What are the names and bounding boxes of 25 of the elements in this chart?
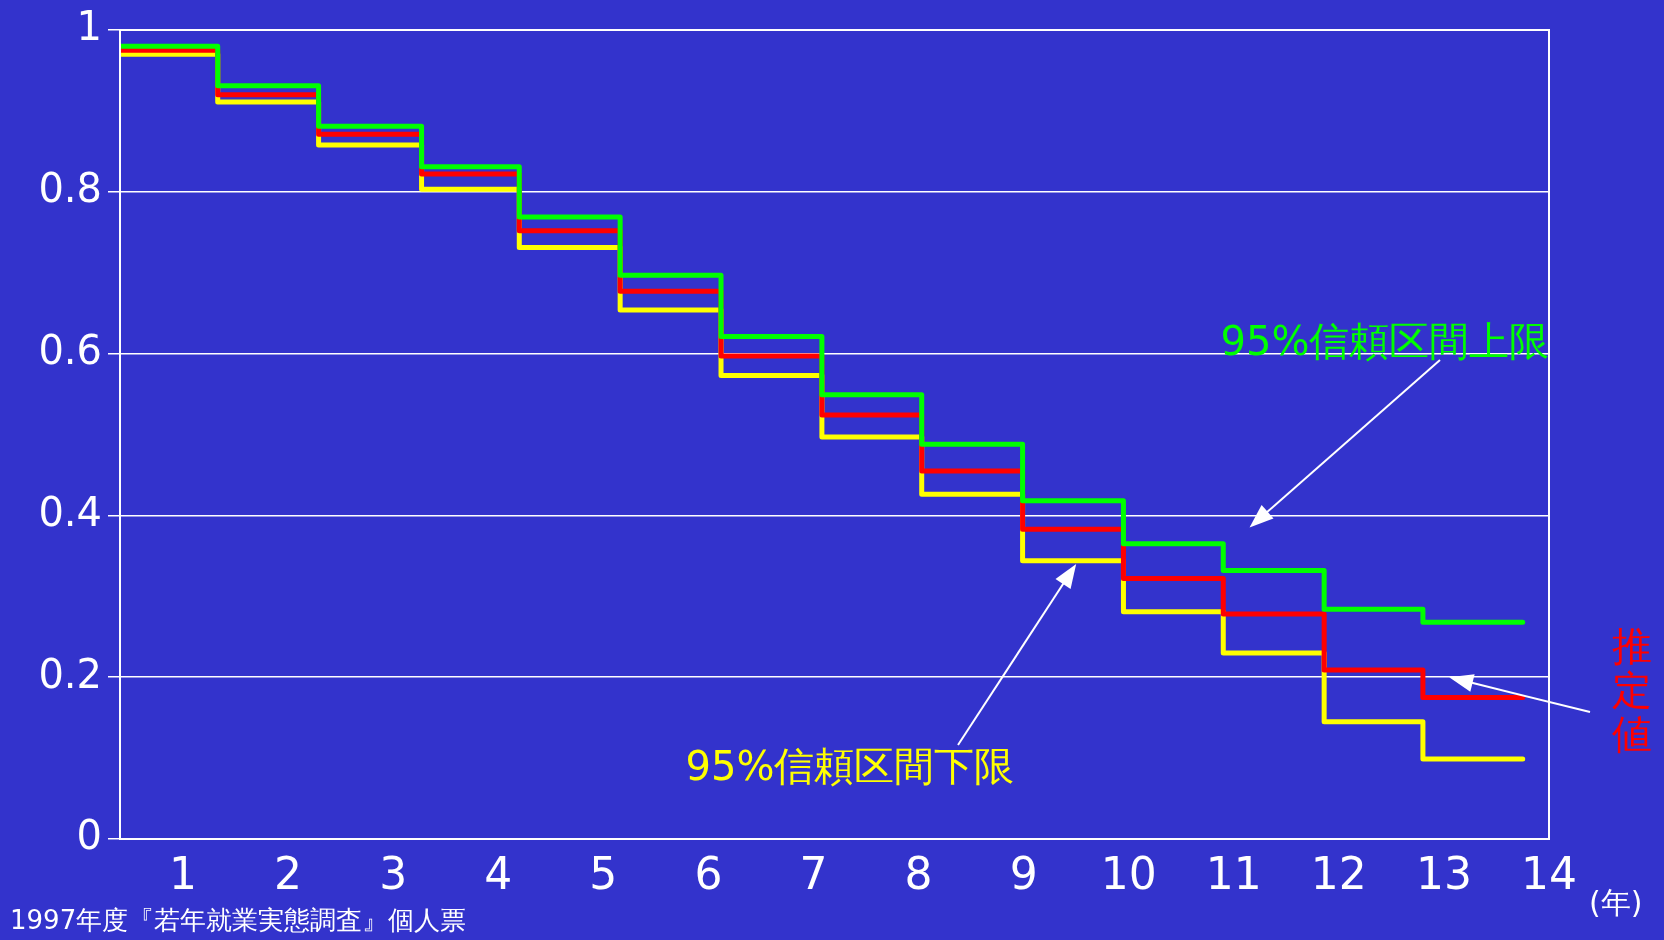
text: 95%信頼区間下限 xyxy=(685,743,1015,790)
x-axis-title: (年) xyxy=(1589,884,1643,920)
y-tick-label: 0.4 xyxy=(38,488,102,535)
y-tick-label: 0.6 xyxy=(38,326,102,373)
y-tick-label: 1 xyxy=(76,3,102,50)
x-tick-label: 1 xyxy=(169,847,198,899)
y-tick-label: 0 xyxy=(76,812,102,859)
x-tick-label: 14 xyxy=(1521,847,1577,899)
x-tick-label: 6 xyxy=(694,847,723,899)
x-tick-label: 13 xyxy=(1415,847,1472,899)
text: 95%信頼区間上限 xyxy=(1220,318,1550,365)
x-tick-label: 8 xyxy=(904,847,933,899)
x-tick-label: 10 xyxy=(1100,847,1157,899)
text: 推定値 xyxy=(1612,623,1652,758)
text: 1997年度『若年就業実態調査』個人票 xyxy=(10,904,467,935)
x-tick-label: 3 xyxy=(379,847,408,899)
x-tick-label: 2 xyxy=(274,847,303,899)
x-tick-label: 11 xyxy=(1205,847,1262,899)
x-tick-label: 5 xyxy=(589,847,618,899)
y-tick-label: 0.8 xyxy=(38,165,102,212)
x-tick-label: 12 xyxy=(1310,847,1367,899)
x-tick-label: 7 xyxy=(799,847,828,899)
y-tick-label: 0.2 xyxy=(38,650,102,697)
x-tick-label: 4 xyxy=(484,847,513,899)
x-tick-label: 9 xyxy=(1009,847,1038,899)
